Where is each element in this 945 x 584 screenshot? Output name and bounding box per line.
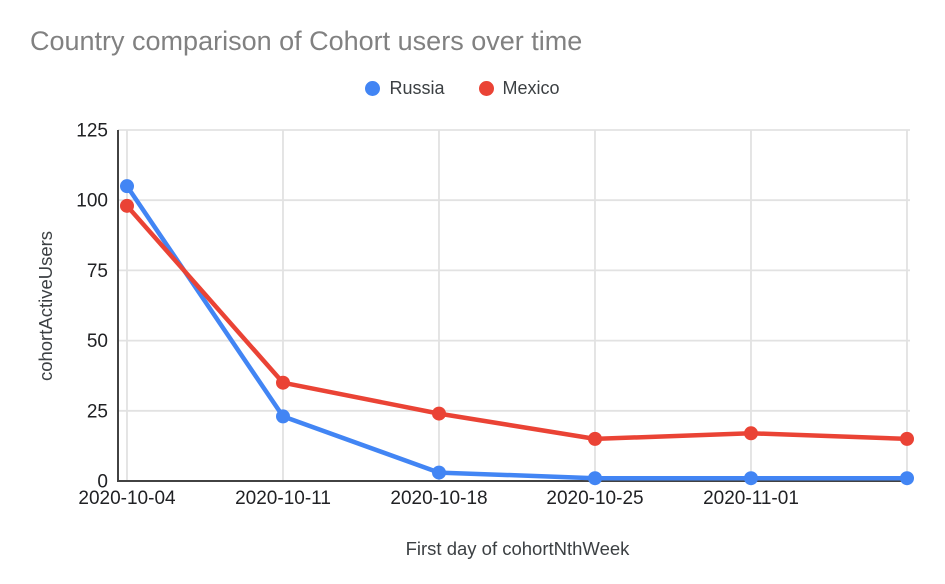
y-tick-label: 25	[87, 401, 108, 422]
legend-dot-russia-icon	[365, 81, 381, 96]
data-point-mexico-3[interactable]	[588, 431, 602, 446]
data-point-russia-0[interactable]	[120, 179, 134, 194]
y-tick-label: 50	[87, 331, 108, 352]
legend-item-russia[interactable]: Russia	[365, 78, 445, 99]
data-point-russia-2[interactable]	[432, 465, 446, 480]
data-point-mexico-1[interactable]	[276, 375, 290, 390]
y-tick-label: 0	[97, 472, 108, 493]
data-point-russia-3[interactable]	[588, 471, 602, 486]
data-point-russia-5[interactable]	[900, 471, 914, 486]
y-axis-title: cohortActiveUsers	[35, 230, 56, 382]
legend-label-russia: Russia	[389, 78, 445, 98]
x-tick-label: 2020-10-25	[546, 488, 643, 509]
legend-item-mexico[interactable]: Mexico	[478, 78, 560, 99]
legend: Russia Mexico	[0, 78, 935, 99]
data-point-russia-4[interactable]	[744, 471, 758, 486]
data-point-russia-1[interactable]	[276, 409, 290, 424]
data-point-mexico-4[interactable]	[744, 426, 758, 441]
y-tick-label: 100	[76, 191, 108, 212]
x-axis-title: First day of cohortNthWeek	[405, 538, 630, 559]
data-point-mexico-2[interactable]	[432, 406, 446, 421]
x-tick-label: 2020-10-04	[78, 488, 176, 509]
x-tick-label: 2020-10-11	[235, 488, 331, 509]
series-line-mexico	[124, 203, 910, 442]
data-point-mexico-5[interactable]	[900, 431, 914, 446]
x-tick-label: 2020-10-18	[390, 488, 487, 509]
y-tick-label: 75	[87, 261, 108, 282]
series-line-russia	[124, 183, 910, 481]
legend-label-mexico: Mexico	[502, 78, 560, 98]
y-tick-label: 125	[76, 121, 108, 142]
x-tick-label: 2020-11-01	[703, 488, 799, 509]
legend-dot-mexico-icon	[478, 81, 494, 96]
data-point-mexico-0[interactable]	[120, 198, 134, 213]
chart-title: Country comparison of Cohort users over …	[30, 26, 583, 56]
